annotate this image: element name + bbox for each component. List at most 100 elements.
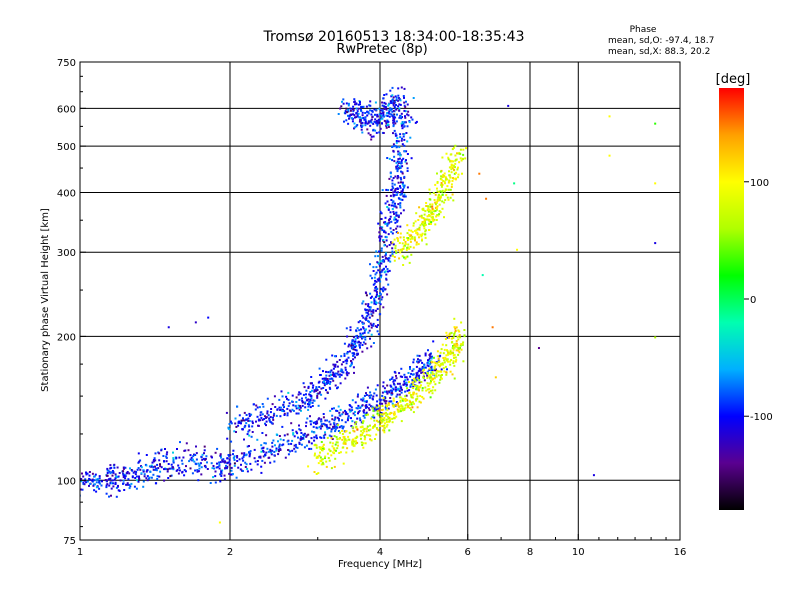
data-point xyxy=(413,380,416,383)
data-point xyxy=(458,351,461,354)
data-point xyxy=(376,278,379,281)
data-point xyxy=(370,417,373,420)
data-point xyxy=(359,335,362,338)
data-point xyxy=(400,122,403,125)
data-point xyxy=(386,157,389,159)
data-point xyxy=(283,414,286,416)
data-point xyxy=(383,419,386,422)
data-point xyxy=(337,113,340,115)
data-point xyxy=(287,391,290,394)
data-point xyxy=(243,454,246,457)
data-point xyxy=(458,334,461,337)
data-point xyxy=(353,114,356,117)
data-point xyxy=(257,418,260,421)
data-point xyxy=(455,340,458,343)
phase-legend-heading: Phase xyxy=(630,25,657,35)
data-point xyxy=(460,343,463,346)
data-point xyxy=(434,369,437,372)
data-point xyxy=(399,225,402,228)
data-point xyxy=(418,400,421,403)
data-point xyxy=(361,131,364,134)
data-point xyxy=(453,364,456,367)
data-point xyxy=(371,314,374,317)
data-point xyxy=(396,220,399,223)
data-point xyxy=(145,454,148,456)
data-point xyxy=(391,390,394,393)
data-point xyxy=(377,333,380,336)
data-point xyxy=(162,455,165,457)
data-point xyxy=(106,469,109,472)
data-point xyxy=(391,159,394,162)
data-point xyxy=(177,464,180,467)
data-point xyxy=(366,311,369,314)
data-point xyxy=(351,420,354,423)
data-point xyxy=(302,433,305,436)
data-point xyxy=(438,191,440,193)
data-point xyxy=(288,402,291,405)
data-point xyxy=(392,143,395,146)
data-point xyxy=(282,403,285,406)
data-point xyxy=(435,219,438,221)
data-point xyxy=(404,106,407,109)
data-point xyxy=(340,105,343,108)
data-point xyxy=(355,125,358,128)
data-point xyxy=(341,413,344,416)
data-point xyxy=(374,289,377,292)
data-point xyxy=(453,168,455,171)
data-point xyxy=(352,366,355,369)
data-point xyxy=(319,436,322,439)
data-point xyxy=(152,468,155,471)
data-point xyxy=(412,411,415,414)
data-point xyxy=(401,190,404,192)
data-point xyxy=(286,412,289,415)
data-point xyxy=(465,147,467,150)
data-point xyxy=(413,238,416,241)
data-point xyxy=(391,146,394,148)
data-point xyxy=(352,109,355,111)
data-point xyxy=(198,464,201,467)
data-point xyxy=(418,215,421,218)
x-axis-label: Frequency [MHz] xyxy=(338,559,422,570)
data-point xyxy=(408,407,411,409)
data-point xyxy=(353,414,356,417)
data-point xyxy=(398,390,401,392)
data-point xyxy=(260,465,263,468)
data-point xyxy=(384,406,387,409)
data-point xyxy=(287,443,290,446)
data-point xyxy=(375,291,378,293)
data-point xyxy=(210,462,213,465)
data-point xyxy=(258,406,261,409)
data-point xyxy=(371,407,374,410)
y-tick-label: 100 xyxy=(57,476,76,487)
data-point xyxy=(393,259,396,262)
data-point xyxy=(248,429,251,432)
data-point xyxy=(348,438,351,441)
data-point xyxy=(235,425,238,428)
data-point xyxy=(324,457,326,460)
data-point xyxy=(347,435,350,438)
data-point xyxy=(335,409,338,412)
data-point xyxy=(270,451,273,454)
data-point xyxy=(297,393,300,396)
data-point xyxy=(444,176,447,179)
data-point xyxy=(332,371,335,374)
data-point xyxy=(159,470,162,473)
data-point xyxy=(402,185,405,187)
data-point xyxy=(220,475,223,477)
data-point xyxy=(377,324,379,327)
data-point xyxy=(410,372,413,375)
data-point xyxy=(422,397,425,400)
data-point xyxy=(311,401,314,404)
data-point xyxy=(323,377,326,380)
data-point xyxy=(385,408,388,411)
data-point xyxy=(342,462,345,465)
data-point xyxy=(337,405,340,408)
data-point xyxy=(248,415,251,417)
data-point xyxy=(383,387,386,390)
data-point xyxy=(140,472,143,475)
data-point xyxy=(440,377,443,380)
data-point xyxy=(269,411,272,414)
data-point xyxy=(373,297,376,300)
data-point xyxy=(387,233,390,236)
data-point xyxy=(379,271,381,274)
